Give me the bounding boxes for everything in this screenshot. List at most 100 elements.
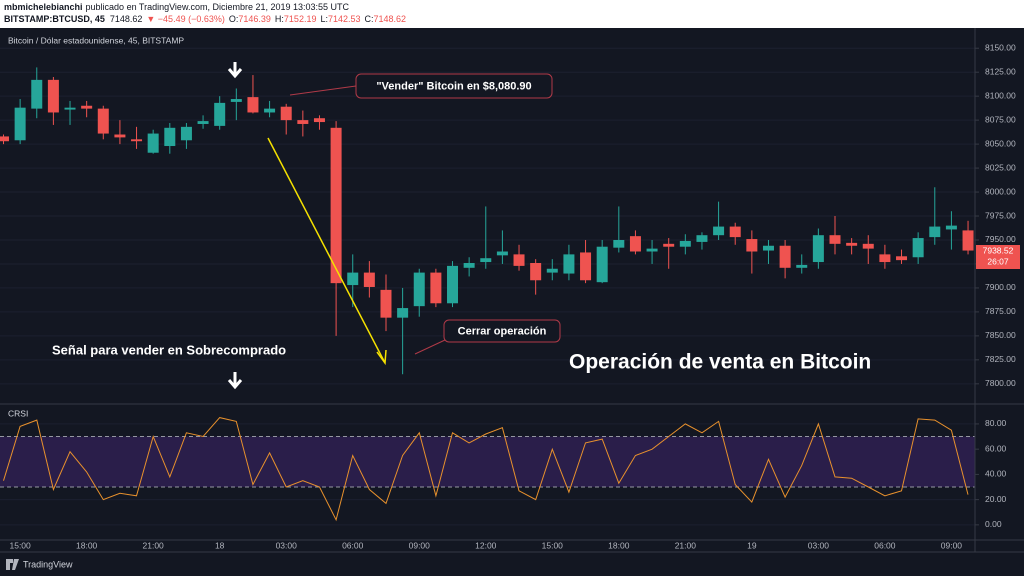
y-tick-label: 8100.00 xyxy=(985,90,1016,100)
candle-body xyxy=(846,242,858,246)
last-price: 7938.52 xyxy=(983,245,1014,255)
x-tick-label: 06:00 xyxy=(342,540,364,550)
y-tick-label: 7800.00 xyxy=(985,378,1016,388)
y-tick-label: 8025.00 xyxy=(985,162,1016,172)
candle-body xyxy=(447,265,459,304)
publish-line: mbmichelebianchi publicado en TradingView… xyxy=(4,2,350,12)
trend-arrowhead xyxy=(376,349,387,366)
candle-body xyxy=(347,272,359,286)
candle-body xyxy=(563,254,575,274)
last: 7148.62 xyxy=(110,14,143,24)
x-tick-label: 09:00 xyxy=(941,540,963,550)
candle-body xyxy=(97,108,109,134)
candle-body xyxy=(646,248,658,252)
y-tick-label: 8050.00 xyxy=(985,138,1016,148)
candle-body xyxy=(214,102,226,126)
x-tick-label: 03:00 xyxy=(808,540,830,550)
callout-box xyxy=(355,73,553,99)
candle-body xyxy=(247,97,259,113)
candle-body xyxy=(496,251,508,256)
low-value: 7142.53 xyxy=(328,14,361,24)
y-tick-label: 40.00 xyxy=(985,469,1007,479)
candle-body xyxy=(679,240,691,247)
y-tick-label: 8125.00 xyxy=(985,66,1016,76)
candle-body xyxy=(629,236,641,252)
x-tick-label: 15:00 xyxy=(9,540,31,550)
candle-body xyxy=(313,118,325,123)
candle-body xyxy=(280,106,292,121)
open-label: O: xyxy=(229,14,239,24)
candle-body xyxy=(929,226,941,238)
candle-body xyxy=(663,243,675,247)
x-tick-label: 12:00 xyxy=(475,540,497,550)
close-value: 7148.62 xyxy=(374,14,407,24)
candle-body xyxy=(0,136,9,142)
chart-title: Bitcoin / Dólar estadounidense, 45, BITS… xyxy=(8,35,184,45)
last-price-tag xyxy=(976,245,1020,270)
headline: Operación de venta en Bitcoin xyxy=(569,351,871,374)
candle-body xyxy=(862,243,874,249)
y-tick-label: 8150.00 xyxy=(985,42,1016,52)
candle-body xyxy=(264,108,276,113)
candle-body xyxy=(779,245,791,268)
y-tick-label: 60.00 xyxy=(985,443,1007,453)
x-tick-label: 21:00 xyxy=(675,540,697,550)
header-bg xyxy=(0,0,1024,28)
y-tick-label: 7825.00 xyxy=(985,354,1016,364)
y-tick-label: 7900.00 xyxy=(985,282,1016,292)
x-tick-label: 21:00 xyxy=(143,540,165,550)
y-tick-label: 7950.00 xyxy=(985,234,1016,244)
candle-body xyxy=(796,264,808,268)
candle-body xyxy=(14,107,26,141)
candle-body xyxy=(197,121,209,124)
trend-arrow xyxy=(267,137,385,362)
candle-body xyxy=(397,308,409,318)
y-tick-label: 7975.00 xyxy=(985,210,1016,220)
y-tick-label: 0.00 xyxy=(985,519,1002,529)
candle-body xyxy=(762,245,774,251)
candle-body xyxy=(131,139,143,142)
candle-body xyxy=(297,120,309,124)
y-tick-label: 7850.00 xyxy=(985,330,1016,340)
low-label: L: xyxy=(320,14,328,24)
candle-body xyxy=(81,105,93,109)
brand: TradingView xyxy=(23,559,73,569)
candle-body xyxy=(945,225,957,230)
crsi-line xyxy=(3,417,969,522)
signal-note: Señal para vender en Sobrecomprado xyxy=(52,342,286,357)
x-tick-label: 18:00 xyxy=(76,540,98,550)
callout-box xyxy=(443,319,561,343)
chart-bg xyxy=(0,28,1024,576)
candle-body xyxy=(230,99,242,102)
x-tick-label: 09:00 xyxy=(409,540,431,550)
high-value: 7152.19 xyxy=(284,14,317,24)
candle-body xyxy=(413,272,425,307)
candle-body xyxy=(363,272,375,287)
x-tick-label: 03:00 xyxy=(276,540,298,550)
callout-pointer xyxy=(414,339,446,355)
callout-pointer xyxy=(289,85,357,96)
high-label: H: xyxy=(275,14,284,24)
y-tick-label: 8075.00 xyxy=(985,114,1016,124)
x-tick-label: 06:00 xyxy=(874,540,896,550)
down-arrow xyxy=(227,62,243,79)
candle-body xyxy=(530,263,542,281)
candle-body xyxy=(580,252,592,281)
candle-body xyxy=(896,256,908,261)
close-callout: Cerrar operación xyxy=(458,325,547,337)
quote-line: BITSTAMP:BTCUSD, 45 7148.62 ▼ −45.49 (−0.6… xyxy=(4,14,406,24)
candle-body xyxy=(47,79,59,113)
pane-title: CRSI xyxy=(8,408,28,418)
band xyxy=(0,436,975,488)
publisher: mbmichelebianchi xyxy=(4,2,83,12)
candle-body xyxy=(546,268,558,273)
candle-body xyxy=(729,226,741,238)
candle-body xyxy=(31,79,43,109)
brand-logo xyxy=(6,559,19,570)
close-label: C: xyxy=(365,14,374,24)
y-tick-label: 7875.00 xyxy=(985,306,1016,316)
open-value: 7146.39 xyxy=(238,14,271,24)
candle-body xyxy=(613,239,625,248)
down-arrow xyxy=(227,372,243,390)
